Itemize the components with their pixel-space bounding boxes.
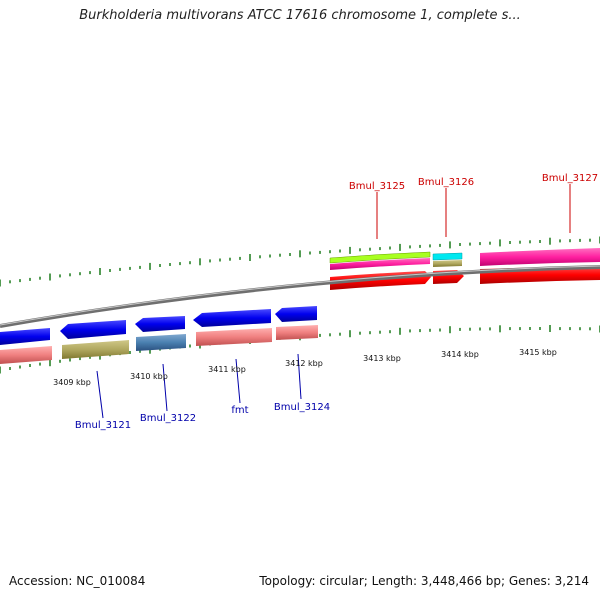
reverse-label-lines [96, 353, 302, 419]
genome-backbone [0, 265, 600, 328]
kbp-label-3409: 3409 kbp [53, 378, 91, 387]
kbp-label-3414: 3414 kbp [441, 350, 479, 359]
cog-band-cyan[interactable] [432, 252, 463, 261]
cog-band-olive-1[interactable] [62, 340, 129, 359]
map-title: Burkholderia multivorans ATCC 17616 chro… [79, 8, 521, 23]
cog-band-magenta-2[interactable] [480, 248, 600, 266]
gene-label-bmul-3124[interactable]: Bmul_3124 [274, 402, 330, 413]
gene-arrow-bmul-3122[interactable] [135, 316, 185, 332]
kbp-label-3411: 3411 kbp [208, 365, 246, 374]
cog-band-pink-3[interactable] [196, 328, 272, 346]
gene-label-bmul-3125[interactable]: Bmul_3125 [349, 181, 405, 192]
cog-band-steel-2[interactable] [136, 334, 186, 351]
gene-label-bmul-3126[interactable]: Bmul_3126 [418, 177, 474, 188]
gene-arrow-bmul-3120[interactable] [0, 328, 50, 345]
kbp-label-3415: 3415 kbp [519, 348, 557, 357]
genome-backbone-highlight [0, 265, 600, 326]
gene-label-bmul-3121[interactable]: Bmul_3121 [75, 420, 131, 431]
gene-arrow-bmul-3121[interactable] [60, 320, 126, 339]
accession-text: Accession: NC_010084 [9, 574, 146, 588]
gene-arrow-bmul-3124[interactable] [275, 306, 317, 322]
genome-summary-text: Topology: circular; Length: 3,448,466 bp… [259, 574, 589, 588]
reverse-cog-track [0, 325, 318, 364]
upper-tick-row [0, 236, 600, 287]
cog-band-magenta-1[interactable] [330, 258, 430, 270]
forward-cog-track [329, 248, 600, 270]
kbp-label-3410: 3410 kbp [130, 372, 168, 381]
gene-arrow-fmt[interactable] [193, 309, 271, 327]
gene-label-fmt[interactable]: fmt [231, 405, 248, 416]
cog-band-pink-4[interactable] [276, 325, 318, 340]
forward-label-lines [376, 184, 571, 239]
reverse-gene-track [0, 306, 317, 345]
gene-label-bmul-3127[interactable]: Bmul_3127 [542, 173, 598, 184]
cog-band-green[interactable] [329, 251, 431, 264]
kbp-label-3412: 3412 kbp [285, 359, 323, 368]
cog-band-pink-0[interactable] [0, 346, 52, 364]
kbp-label-3413: 3413 kbp [363, 354, 401, 363]
gene-label-bmul-3122[interactable]: Bmul_3122 [140, 413, 196, 424]
cog-band-olive[interactable] [433, 260, 462, 267]
